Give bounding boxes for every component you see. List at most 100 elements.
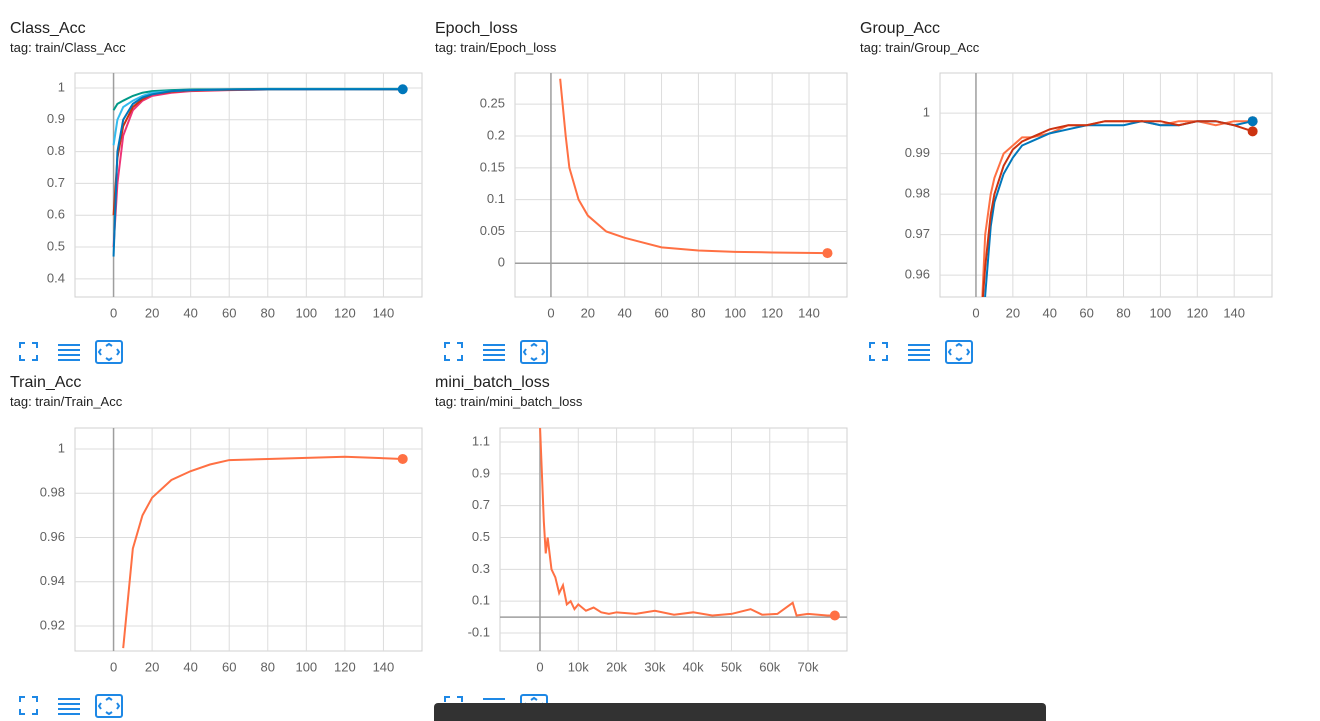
expand-icon bbox=[444, 696, 463, 715]
x-tick-label: 100 bbox=[724, 305, 746, 320]
x-tick-label: 40 bbox=[183, 659, 197, 674]
plot-frame bbox=[74, 427, 423, 652]
x-tick-label: 10k bbox=[568, 659, 589, 674]
toolbar bbox=[19, 340, 123, 364]
series-line bbox=[112, 88, 403, 146]
y-tick-label: 0.5 bbox=[472, 529, 490, 544]
y-tick-label: 0.96 bbox=[905, 267, 930, 282]
y-tick-label: 0.92 bbox=[40, 617, 65, 632]
x-tick-label: 100 bbox=[295, 659, 317, 674]
y-tick-label: 0.6 bbox=[47, 207, 65, 222]
chart-tag: tag: train/mini_batch_loss bbox=[435, 394, 583, 409]
y-tick-label: 0.98 bbox=[905, 186, 930, 201]
x-tick-label: 0 bbox=[972, 305, 979, 320]
y-tick-label: 1 bbox=[923, 105, 930, 120]
x-tick-label: 40k bbox=[683, 659, 704, 674]
expand-icon bbox=[869, 342, 888, 361]
chart-title: Train_Acc bbox=[10, 374, 81, 391]
y-tick-label: 0.9 bbox=[472, 465, 490, 480]
y-tick-label: 0.8 bbox=[47, 143, 65, 158]
y-tick-label: 0.1 bbox=[472, 593, 490, 608]
series-line bbox=[539, 428, 835, 617]
chart-tag: tag: train/Group_Acc bbox=[860, 40, 980, 55]
chart-title: mini_batch_loss bbox=[435, 374, 550, 391]
y-tick-label: 0.7 bbox=[472, 497, 490, 512]
fit-arrows bbox=[97, 696, 121, 716]
list-icon bbox=[58, 698, 80, 715]
x-tick-label: 40 bbox=[183, 305, 197, 320]
y-tick-label: 0.3 bbox=[472, 561, 490, 576]
y-tick-label: 1 bbox=[58, 79, 65, 94]
series-line bbox=[559, 78, 828, 255]
x-tick-label: 0 bbox=[110, 305, 117, 320]
end-dot bbox=[1247, 116, 1258, 127]
list-icon bbox=[58, 344, 80, 361]
x-tick-label: 0 bbox=[110, 659, 117, 674]
toolbar bbox=[869, 340, 973, 364]
list-icon bbox=[908, 344, 930, 361]
x-tick-label: 100 bbox=[295, 305, 317, 320]
y-tick-label: 0 bbox=[498, 255, 505, 270]
end-dot bbox=[397, 453, 408, 464]
plot-frame bbox=[74, 72, 423, 298]
y-tick-label: 0.7 bbox=[47, 175, 65, 190]
x-tick-label: 80 bbox=[261, 305, 275, 320]
y-tick-label: 0.2 bbox=[487, 127, 505, 142]
x-tick-label: 120 bbox=[1186, 305, 1208, 320]
fit-arrows bbox=[947, 342, 971, 362]
x-tick-label: 50k bbox=[721, 659, 742, 674]
y-tick-label: 0.9 bbox=[47, 111, 65, 126]
y-tick-label: 1 bbox=[58, 440, 65, 455]
y-tick-label: 1.1 bbox=[472, 433, 490, 448]
x-tick-label: 60 bbox=[1079, 305, 1093, 320]
series-line bbox=[981, 120, 1253, 297]
plot-frame bbox=[514, 72, 848, 298]
x-tick-label: 140 bbox=[1223, 305, 1245, 320]
x-tick-label: 20 bbox=[581, 305, 595, 320]
y-tick-label: 0.25 bbox=[480, 96, 505, 111]
fit-icon bbox=[95, 340, 123, 364]
end-dot bbox=[822, 248, 833, 259]
chart-title: Group_Acc bbox=[860, 20, 940, 37]
plot-frame bbox=[939, 72, 1273, 298]
end-dot bbox=[829, 610, 840, 621]
fit-arrows bbox=[522, 342, 546, 362]
chart-tag: tag: train/Epoch_loss bbox=[435, 40, 557, 55]
x-tick-label: 20k bbox=[606, 659, 627, 674]
y-tick-label: 0.1 bbox=[487, 191, 505, 206]
fit-icon bbox=[945, 340, 973, 364]
x-tick-label: 120 bbox=[334, 305, 356, 320]
series-line bbox=[984, 120, 1253, 297]
x-tick-label: 120 bbox=[761, 305, 783, 320]
end-dot bbox=[397, 84, 408, 95]
expand-icon bbox=[19, 696, 38, 715]
y-tick-label: 0.4 bbox=[47, 270, 65, 285]
fit-icon bbox=[95, 694, 123, 718]
series-line bbox=[981, 120, 1253, 297]
x-tick-label: 40 bbox=[1043, 305, 1057, 320]
chart-tag: tag: train/Train_Acc bbox=[10, 394, 123, 409]
snackbar bbox=[434, 703, 1046, 721]
plot-frame bbox=[499, 427, 848, 652]
x-tick-label: 20 bbox=[145, 659, 159, 674]
fit-arrows bbox=[97, 342, 121, 362]
series-line bbox=[112, 88, 403, 216]
y-tick-label: 0.05 bbox=[480, 223, 505, 238]
x-tick-label: 20 bbox=[145, 305, 159, 320]
y-tick-label: 0.98 bbox=[40, 485, 65, 500]
y-tick-label: 0.99 bbox=[905, 145, 930, 160]
series-line bbox=[112, 88, 403, 257]
expand-icon bbox=[19, 342, 38, 361]
x-tick-label: 60 bbox=[654, 305, 668, 320]
end-dot bbox=[1247, 126, 1258, 137]
x-tick-label: 0 bbox=[547, 305, 554, 320]
x-tick-label: 60 bbox=[222, 659, 236, 674]
x-tick-label: 80 bbox=[1116, 305, 1130, 320]
x-tick-label: 100 bbox=[1150, 305, 1172, 320]
x-tick-label: 20 bbox=[1006, 305, 1020, 320]
y-tick-label: 0.5 bbox=[47, 238, 65, 253]
x-tick-label: 140 bbox=[373, 659, 395, 674]
y-tick-label: 0.96 bbox=[40, 529, 65, 544]
